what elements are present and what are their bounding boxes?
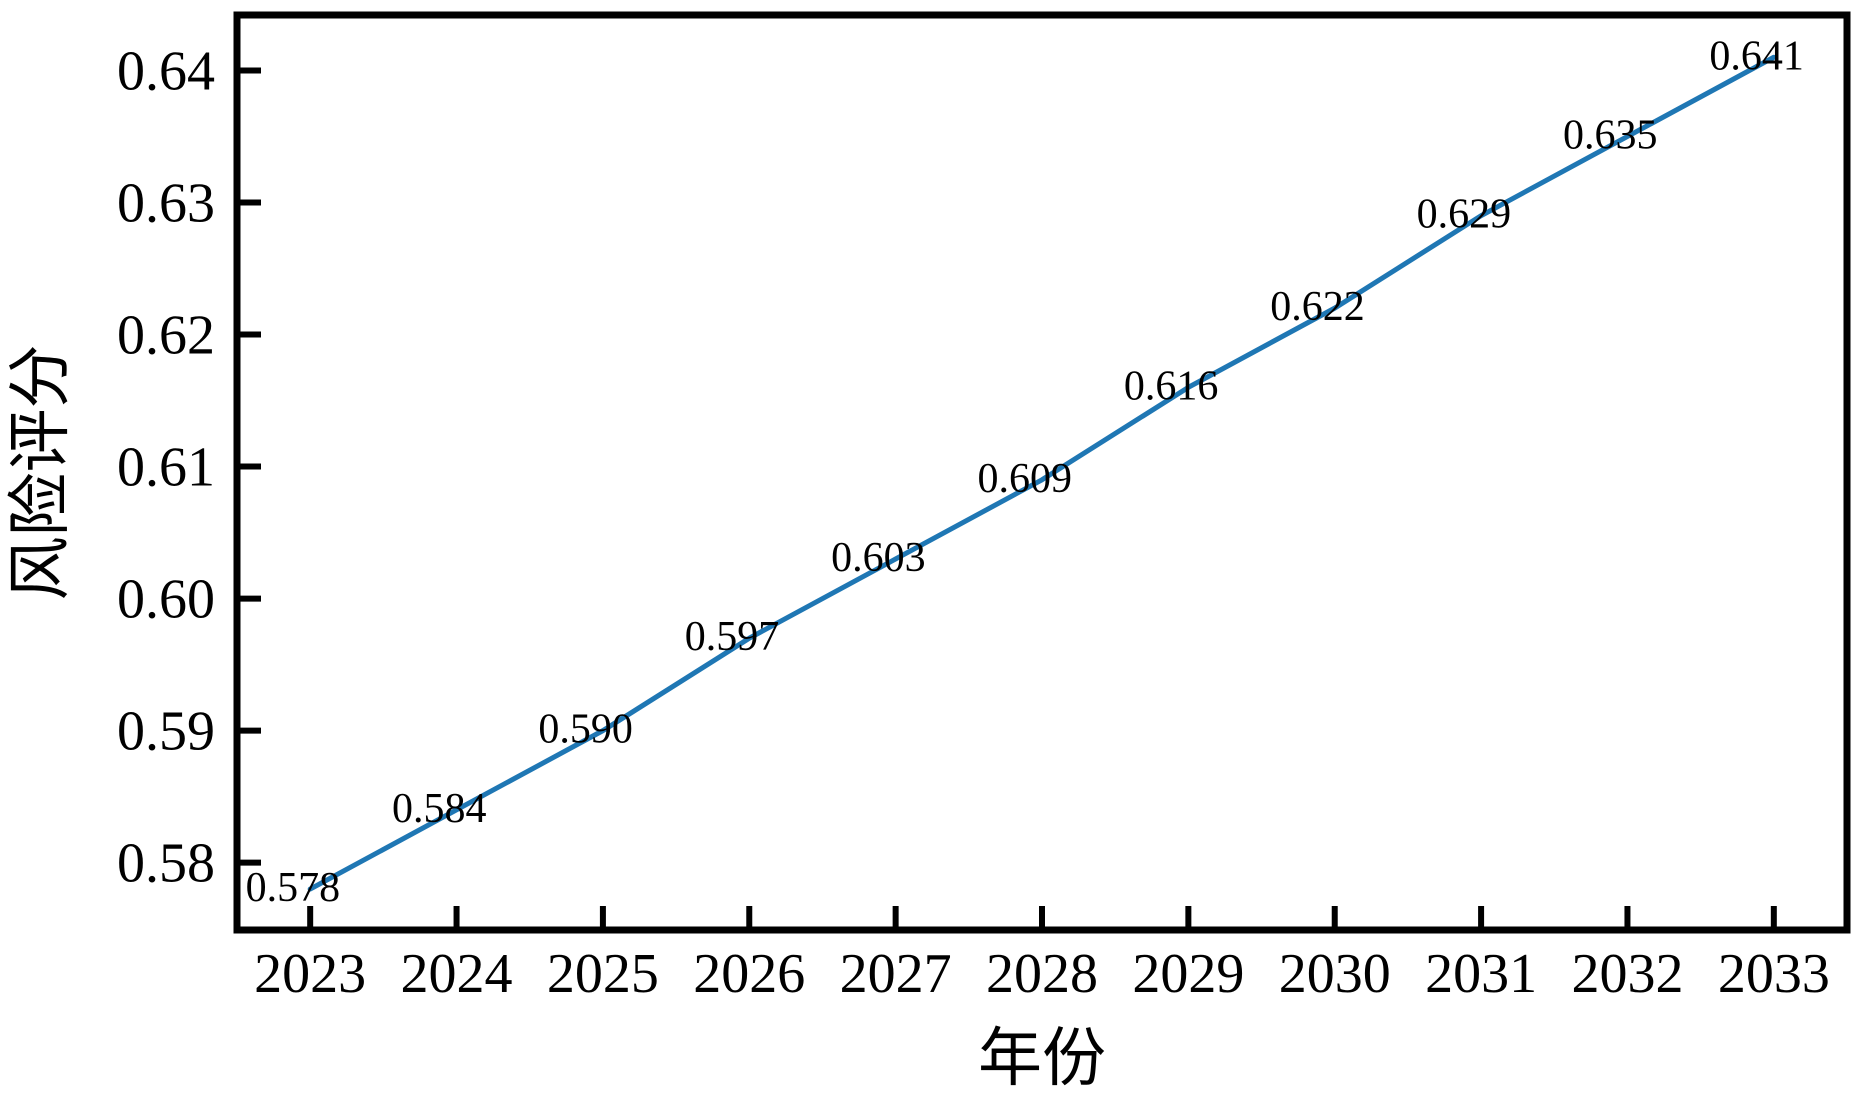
plot-border bbox=[233, 11, 1851, 934]
x-tick-label: 2023 bbox=[254, 943, 366, 1005]
risk-score-line bbox=[307, 54, 1777, 892]
x-tick-label: 2025 bbox=[547, 943, 659, 1005]
x-tick-label: 2032 bbox=[1571, 943, 1683, 1005]
y-tick-label: 0.64 bbox=[117, 40, 215, 102]
x-tick-label: 2028 bbox=[986, 943, 1098, 1005]
x-tick-label: 2027 bbox=[840, 943, 952, 1005]
x-tick-label: 2029 bbox=[1132, 943, 1244, 1005]
data-point-label: 0.609 bbox=[978, 456, 1073, 502]
data-point-label: 0.616 bbox=[1124, 363, 1219, 409]
y-axis-title: 风险评分 bbox=[5, 345, 76, 601]
data-point-label: 0.641 bbox=[1709, 33, 1804, 79]
data-point-label: 0.590 bbox=[538, 707, 633, 753]
y-tick-label: 0.61 bbox=[117, 437, 215, 499]
x-axis-title: 年份 bbox=[978, 1023, 1106, 1094]
y-tick-label: 0.58 bbox=[117, 833, 215, 895]
data-point-label: 0.578 bbox=[246, 865, 341, 911]
data-point-label: 0.584 bbox=[392, 786, 487, 832]
x-tick-label: 2033 bbox=[1718, 943, 1830, 1005]
data-point-label: 0.635 bbox=[1563, 112, 1658, 158]
data-point-label: 0.622 bbox=[1270, 284, 1365, 330]
y-tick-label: 0.63 bbox=[117, 172, 215, 234]
data-point-label: 0.603 bbox=[831, 535, 926, 581]
y-tick-label: 0.62 bbox=[117, 305, 215, 367]
data-point-label: 0.629 bbox=[1417, 192, 1512, 238]
data-point-label: 0.597 bbox=[685, 614, 780, 660]
x-tick-label: 2026 bbox=[693, 943, 805, 1005]
y-tick-label: 0.59 bbox=[117, 701, 215, 763]
x-tick-label: 2031 bbox=[1425, 943, 1537, 1005]
x-tick-label: 2024 bbox=[401, 943, 513, 1005]
y-tick-label: 0.60 bbox=[117, 569, 215, 631]
x-tick-label: 2030 bbox=[1279, 943, 1391, 1005]
